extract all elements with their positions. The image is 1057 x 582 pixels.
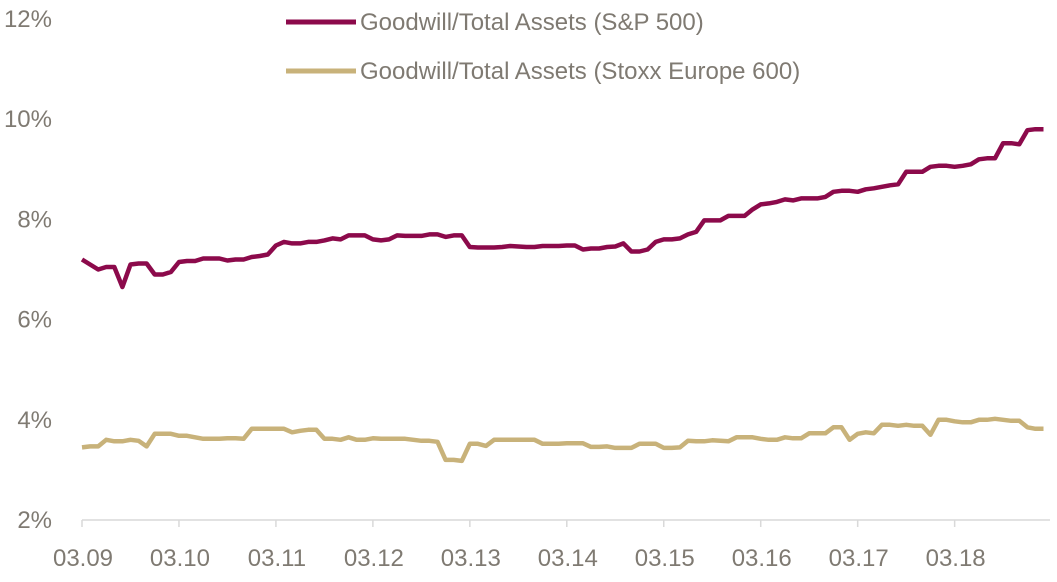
x-tick-label: 03.10	[150, 545, 210, 572]
x-tick-label: 03.13	[441, 545, 501, 572]
x-tick-label: 03.14	[538, 545, 598, 572]
x-tick-label: 03.15	[635, 545, 695, 572]
y-axis-ticks: 2% 4% 6% 8% 10% 12%	[4, 6, 52, 534]
y-tick-label: 2%	[17, 507, 52, 534]
legend: Goodwill/Total Assets (S&P 500) Goodwill/…	[286, 9, 800, 85]
x-tick-label: 03.11	[248, 545, 306, 572]
series-line-1	[80, 126, 1044, 290]
x-tick-label: 03.17	[829, 545, 889, 572]
series-lines	[80, 126, 1044, 464]
y-tick-label: 6%	[17, 307, 52, 334]
legend-label-1: Goodwill/Total Assets (S&P 500)	[360, 9, 704, 36]
y-tick-label: 8%	[17, 206, 52, 233]
x-axis-ticks: 03.09 03.10 03.11 03.12 03.13 03.14 03.15 03.16…	[53, 520, 986, 572]
x-tick-label: 03.09	[53, 545, 113, 572]
y-tick-label: 12%	[4, 6, 52, 33]
y-tick-label: 10%	[4, 106, 52, 133]
x-tick-label: 03.12	[344, 545, 404, 572]
x-tick-label: 03.18	[926, 545, 986, 572]
x-tick-label: 03.16	[732, 545, 792, 572]
y-tick-label: 4%	[17, 407, 52, 434]
series-line-2	[81, 416, 1044, 464]
legend-label-2: Goodwill/Total Assets (Stoxx Europe 600)	[360, 58, 800, 85]
